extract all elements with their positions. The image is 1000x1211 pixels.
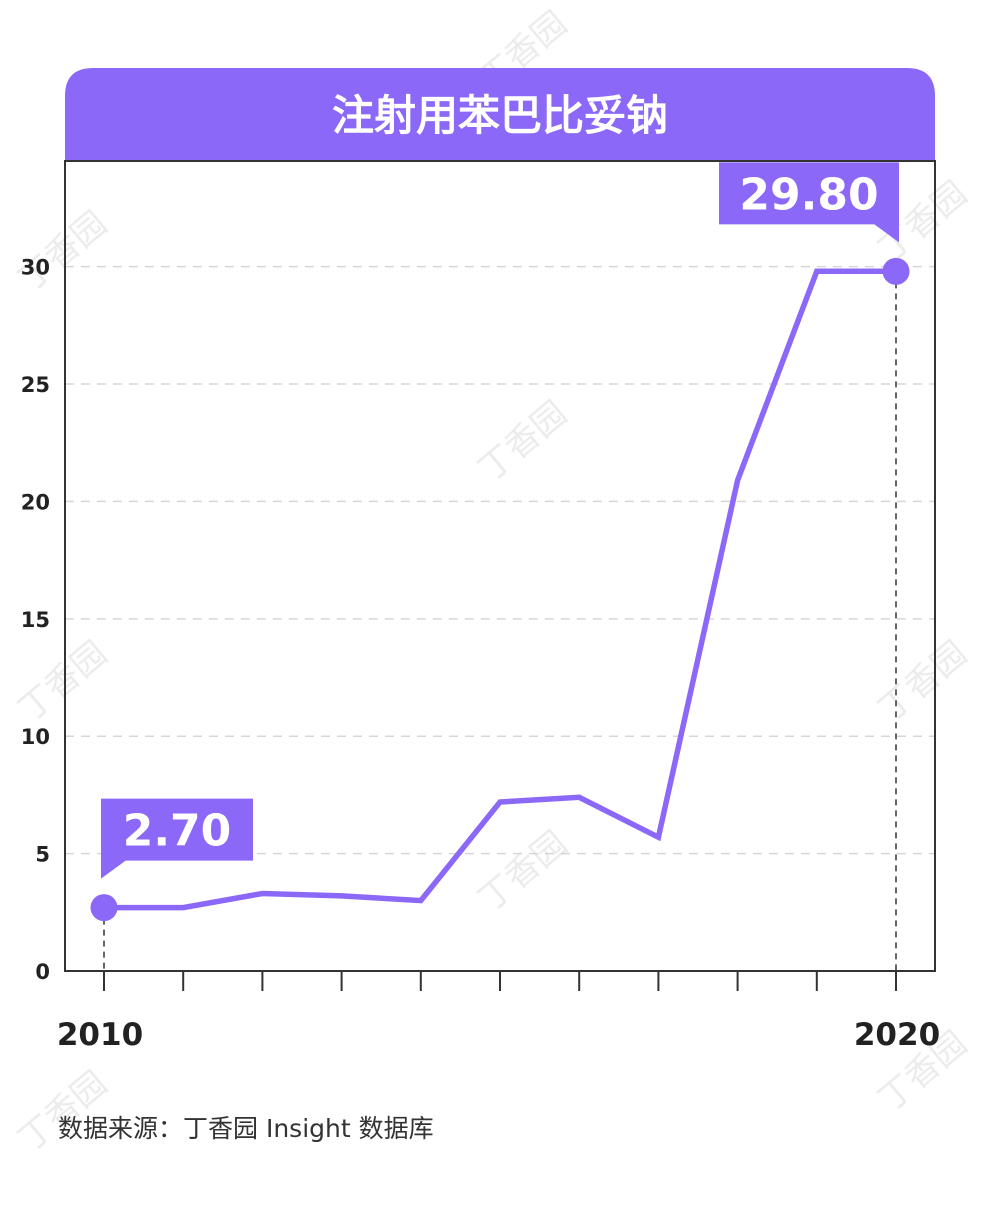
y-tick-label: 30 xyxy=(21,256,50,280)
watermark-text: 丁香园 xyxy=(871,633,975,729)
series-layer xyxy=(104,268,896,911)
y-axis-ticks: 0 5 10 15 20 25 30 xyxy=(21,256,50,984)
data-source-note: 数据来源：丁香园 Insight 数据库 xyxy=(58,1114,434,1143)
y-tick-label: 20 xyxy=(21,490,50,514)
callouts: 2.70 29.80 xyxy=(90,162,910,922)
x-axis-labels: 2010 2020 xyxy=(57,1017,940,1053)
y-tick-label: 25 xyxy=(21,373,50,397)
watermark-text: 丁香园 xyxy=(11,1063,115,1159)
callout-pointer xyxy=(101,859,127,879)
plot-frame xyxy=(64,160,936,972)
x-tick-label-start: 2010 xyxy=(57,1017,143,1053)
series-line xyxy=(104,268,896,911)
watermark-text: 丁香园 xyxy=(471,393,575,489)
data-point-marker xyxy=(90,894,118,922)
callout-box xyxy=(101,798,253,861)
callout-pointer xyxy=(873,223,899,243)
y-tick-label: 0 xyxy=(35,960,50,984)
watermark-text: 丁香园 xyxy=(471,823,575,919)
y-tick-label: 5 xyxy=(35,843,50,867)
y-tick-label: 15 xyxy=(21,608,50,632)
x-tick-label-end: 2020 xyxy=(854,1017,940,1053)
y-tick-label: 10 xyxy=(21,725,50,749)
chart-title: 注射用苯巴比妥钠 xyxy=(332,91,668,140)
title-background xyxy=(65,68,935,161)
watermark-text: 丁香园 xyxy=(11,203,115,299)
chart-title-banner: 注射用苯巴比妥钠 xyxy=(65,68,935,161)
data-point-marker xyxy=(882,257,910,285)
grid-lines xyxy=(65,265,935,855)
callout-value-label: 29.80 xyxy=(739,169,878,220)
guide-lines xyxy=(103,271,897,991)
x-axis-ticks xyxy=(103,971,897,991)
callout-box xyxy=(719,162,899,225)
callout-value-label: 2.70 xyxy=(123,806,232,857)
watermark-text: 丁香园 xyxy=(11,633,115,729)
